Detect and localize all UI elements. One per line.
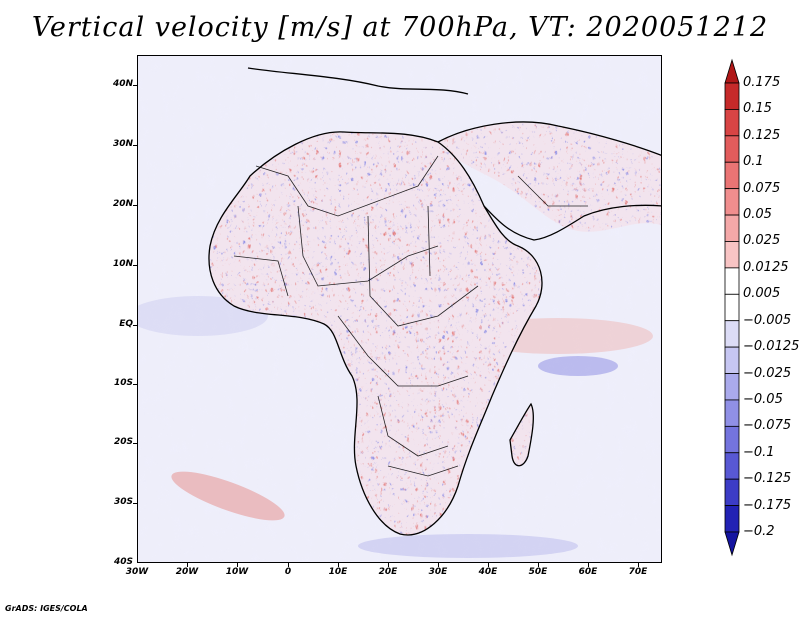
colorbar-swatch xyxy=(724,161,740,190)
lon-label-10e: 10E xyxy=(328,567,348,577)
lat-tick xyxy=(133,503,137,504)
lat-label-30n: 30N xyxy=(112,139,133,149)
lon-tick xyxy=(288,563,289,567)
colorbar-label: 0.05 xyxy=(743,207,772,223)
lon-tick xyxy=(438,563,439,567)
lat-label-20s: 20S xyxy=(113,437,133,447)
lat-tick xyxy=(133,205,137,206)
colorbar-label: −0.05 xyxy=(743,391,783,407)
colorbar-swatch xyxy=(724,478,740,506)
colorbar-label: −0.1 xyxy=(743,444,775,460)
colorbar-swatch xyxy=(724,373,740,401)
colorbar-swatch xyxy=(724,188,740,216)
lat-label-40n: 40N xyxy=(112,79,133,89)
colorbar-label: 0.005 xyxy=(743,286,781,302)
colorbar-swatch xyxy=(724,267,740,295)
lon-label-20w: 20W xyxy=(175,567,199,577)
colorbar xyxy=(724,58,740,557)
colorbar-label: −0.125 xyxy=(743,471,792,487)
colorbar-label: −0.075 xyxy=(743,418,792,434)
colorbar-label: −0.2 xyxy=(743,524,775,539)
lon-tick xyxy=(488,563,489,567)
colorbar-label: 0.075 xyxy=(743,180,781,196)
lat-tick xyxy=(133,443,137,444)
lat-label-40s: 40S xyxy=(113,557,133,567)
lon-tick xyxy=(237,563,238,567)
colorbar-swatch xyxy=(724,109,740,137)
colorbar-swatch xyxy=(724,293,740,322)
colorbar-swatch xyxy=(724,241,740,269)
lon-tick xyxy=(187,563,188,567)
colorbar-swatches xyxy=(724,58,740,557)
colorbar-swatch xyxy=(724,505,740,533)
lat-label-eq: EQ xyxy=(119,319,133,329)
lat-tick xyxy=(133,85,137,86)
lat-label-20n: 20N xyxy=(112,199,133,209)
colorbar-label: −0.0125 xyxy=(743,339,800,355)
lon-label-0: 0 xyxy=(284,567,292,577)
map-plot-area xyxy=(137,55,662,563)
lon-label-10w: 10W xyxy=(225,567,249,577)
coastlines xyxy=(208,67,661,536)
lat-tick xyxy=(133,145,137,146)
footer-credit: GrADS: IGES/COLA xyxy=(5,604,88,613)
colorbar-swatch xyxy=(724,346,740,374)
colorbar-top-arrow xyxy=(724,58,740,84)
colorbar-swatch xyxy=(724,399,740,427)
colorbar-bottom-arrow xyxy=(724,531,740,557)
lon-label-30w: 30W xyxy=(125,567,149,577)
colorbar-label: 0.15 xyxy=(743,101,772,117)
lon-tick xyxy=(388,563,389,567)
map-title: Vertical velocity [m/s] at 700hPa, VT: 2… xyxy=(31,12,769,43)
colorbar-label: −0.005 xyxy=(743,312,792,328)
country-borders xyxy=(233,155,588,477)
lon-tick xyxy=(588,563,589,567)
colorbar-label: 0.0125 xyxy=(743,259,789,275)
lon-tick xyxy=(638,563,639,567)
colorbar-swatch xyxy=(724,320,740,348)
colorbar-swatch xyxy=(724,452,740,480)
colorbar-label: 0.175 xyxy=(743,75,781,90)
lat-tick xyxy=(133,325,137,326)
lat-tick xyxy=(133,384,137,385)
lon-label-40e: 40E xyxy=(478,567,498,577)
colorbar-label: 0.025 xyxy=(743,233,781,249)
colorbar-swatch xyxy=(724,425,740,454)
lon-label-30e: 30E xyxy=(428,567,448,577)
lon-tick xyxy=(538,563,539,567)
colorbar-label: −0.175 xyxy=(743,497,792,513)
lat-label-10n: 10N xyxy=(112,259,133,269)
colorbar-swatch xyxy=(724,82,740,110)
colorbar-label: −0.025 xyxy=(743,365,792,381)
lon-label-20e: 20E xyxy=(378,567,398,577)
lon-label-70e: 70E xyxy=(628,567,648,577)
velocity-field-map xyxy=(138,56,661,562)
colorbar-label: 0.1 xyxy=(743,154,764,170)
colorbar-label: 0.125 xyxy=(743,127,781,143)
lon-tick xyxy=(338,563,339,567)
lon-label-50e: 50E xyxy=(528,567,548,577)
lat-label-30s: 30S xyxy=(113,497,133,507)
lat-tick xyxy=(133,265,137,266)
lat-label-10s: 10S xyxy=(113,378,133,388)
colorbar-swatch xyxy=(724,135,740,163)
lon-label-60e: 60E xyxy=(578,567,598,577)
colorbar-swatch xyxy=(724,214,740,242)
